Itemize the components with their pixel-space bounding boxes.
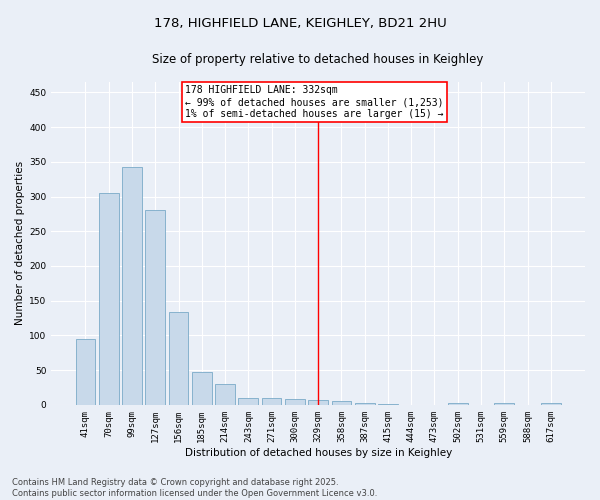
Bar — [145, 210, 165, 405]
Bar — [238, 398, 258, 405]
Bar — [215, 384, 235, 405]
Bar — [262, 398, 281, 405]
Bar — [541, 404, 561, 405]
Bar — [355, 404, 374, 405]
Bar — [494, 404, 514, 405]
Bar — [378, 404, 398, 405]
Bar — [99, 193, 119, 405]
Bar — [285, 400, 305, 405]
Bar — [308, 400, 328, 405]
Bar — [76, 339, 95, 405]
Bar — [169, 312, 188, 405]
Y-axis label: Number of detached properties: Number of detached properties — [15, 162, 25, 326]
Bar — [192, 372, 212, 405]
X-axis label: Distribution of detached houses by size in Keighley: Distribution of detached houses by size … — [185, 448, 452, 458]
Text: Contains HM Land Registry data © Crown copyright and database right 2025.
Contai: Contains HM Land Registry data © Crown c… — [12, 478, 377, 498]
Text: 178, HIGHFIELD LANE, KEIGHLEY, BD21 2HU: 178, HIGHFIELD LANE, KEIGHLEY, BD21 2HU — [154, 18, 446, 30]
Bar — [448, 404, 467, 405]
Bar — [332, 402, 352, 405]
Title: Size of property relative to detached houses in Keighley: Size of property relative to detached ho… — [152, 52, 484, 66]
Text: 178 HIGHFIELD LANE: 332sqm
← 99% of detached houses are smaller (1,253)
1% of se: 178 HIGHFIELD LANE: 332sqm ← 99% of deta… — [185, 86, 444, 118]
Bar — [122, 166, 142, 405]
